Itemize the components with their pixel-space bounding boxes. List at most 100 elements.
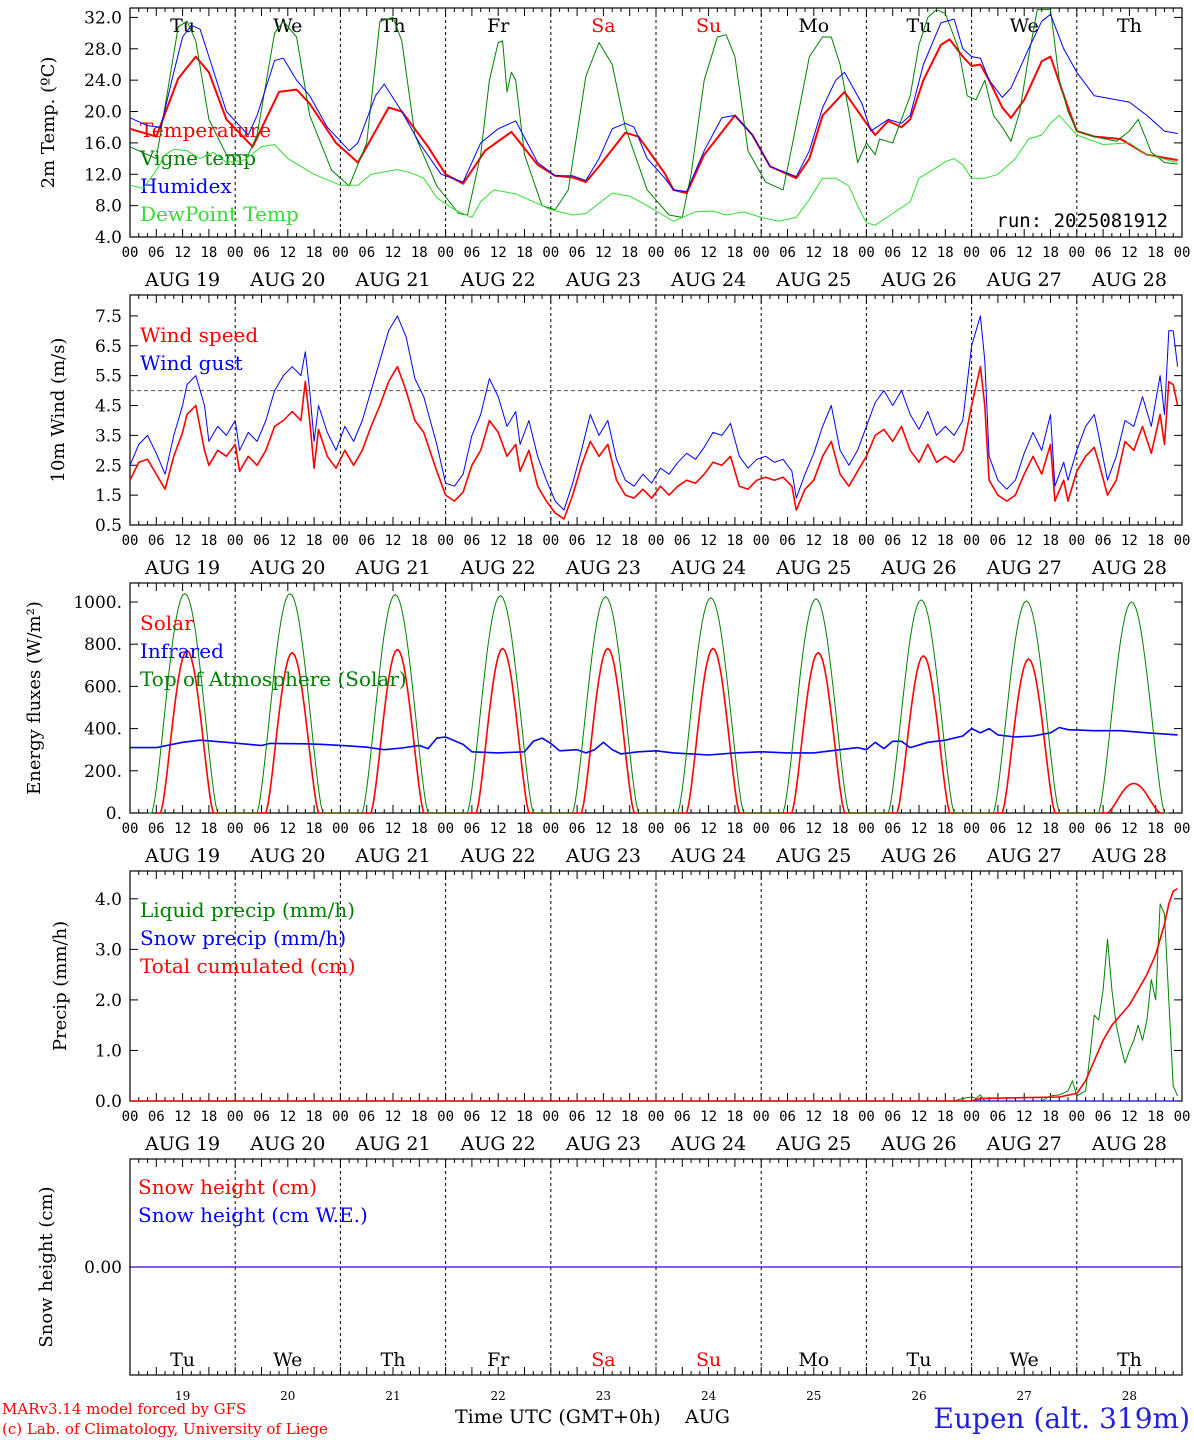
hour-label: 18 <box>937 533 954 549</box>
hour-label: 00 <box>437 533 454 549</box>
series-vigne-temp-line <box>129 9 1178 218</box>
hour-label: 06 <box>674 1109 691 1125</box>
hour-label: 00 <box>122 245 139 261</box>
hour-label: 18 <box>621 533 638 549</box>
series-snow-precip-mm-h-legend: Snow precip (mm/h) <box>140 926 346 950</box>
hour-label: 00 <box>1068 821 1085 837</box>
hour-label: 12 <box>1121 245 1138 261</box>
date-label: AUG 22 <box>460 269 536 291</box>
hour-label: 18 <box>1042 821 1059 837</box>
day-number-label: 27 <box>1017 1389 1032 1403</box>
hour-label: 12 <box>174 245 191 261</box>
y-tick-label: 0.5 <box>95 516 122 536</box>
hour-label: 06 <box>779 821 796 837</box>
hour-label: 18 <box>411 821 428 837</box>
hour-label: 12 <box>174 821 191 837</box>
day-number-label: 28 <box>1122 1389 1137 1403</box>
hour-label: 12 <box>805 245 822 261</box>
hour-label: 18 <box>1042 245 1059 261</box>
y-axis-label: Precip (mm/h) <box>50 921 71 1051</box>
hour-label: 12 <box>279 821 296 837</box>
y-tick-label: 600. <box>84 677 122 697</box>
weekday-label: Fr <box>487 15 510 37</box>
hour-label: 00 <box>1174 821 1191 837</box>
date-label: AUG 25 <box>775 557 851 579</box>
weekday-label: Tu <box>170 15 195 37</box>
hour-label: 12 <box>911 245 928 261</box>
hour-label: 12 <box>279 533 296 549</box>
y-tick-label: 4.0 <box>95 228 122 248</box>
y-tick-label: 2.5 <box>95 456 122 476</box>
hour-label: 00 <box>437 821 454 837</box>
hour-label: 00 <box>858 1109 875 1125</box>
hour-label: 06 <box>779 533 796 549</box>
hour-label: 06 <box>463 821 480 837</box>
weekday-label: Th <box>1117 1349 1142 1371</box>
hour-label: 12 <box>1016 1109 1033 1125</box>
date-label: AUG 28 <box>1091 845 1167 867</box>
hour-label: 18 <box>621 245 638 261</box>
hour-label: 18 <box>200 533 217 549</box>
day-number-label: 21 <box>385 1389 400 1403</box>
date-label: AUG 23 <box>565 269 641 291</box>
hour-label: 00 <box>753 245 770 261</box>
date-label: AUG 26 <box>880 557 956 579</box>
hour-label: 06 <box>779 1109 796 1125</box>
date-label: AUG 21 <box>354 845 430 867</box>
x-axis-title: Time UTC (GMT+0h) <box>455 1406 661 1428</box>
date-label: AUG 19 <box>144 1133 220 1155</box>
weekday-label: Mo <box>798 15 829 37</box>
y-tick-label: 4.5 <box>95 397 122 417</box>
hour-label: 18 <box>516 245 533 261</box>
y-tick-label: 400. <box>84 720 122 740</box>
hour-label: 18 <box>726 533 743 549</box>
hour-label: 00 <box>858 245 875 261</box>
date-label: AUG 28 <box>1091 1133 1167 1155</box>
hour-label: 00 <box>542 245 559 261</box>
hour-label: 12 <box>279 1109 296 1125</box>
hour-label: 06 <box>989 533 1006 549</box>
hour-label: 06 <box>148 533 165 549</box>
series-wind-gust-legend: Wind gust <box>140 351 243 375</box>
hour-label: 12 <box>385 533 402 549</box>
hour-label: 18 <box>1042 533 1059 549</box>
hour-label: 12 <box>911 1109 928 1125</box>
series-solar-legend: Solar <box>140 611 194 635</box>
hour-label: 06 <box>253 533 270 549</box>
hour-label: 06 <box>884 245 901 261</box>
weekday-label: Mo <box>798 1349 829 1371</box>
y-tick-label: 2.0 <box>95 991 122 1011</box>
weekday-label: Fr <box>487 1349 510 1371</box>
hour-label: 12 <box>1016 533 1033 549</box>
hour-label: 00 <box>963 821 980 837</box>
series-dewpoint-temp-line <box>129 114 1178 226</box>
date-label: AUG 24 <box>670 269 746 291</box>
date-label: AUG 22 <box>460 845 536 867</box>
y-tick-label: 0.0 <box>95 1092 122 1112</box>
date-label: AUG 22 <box>460 557 536 579</box>
date-label: AUG 20 <box>249 557 325 579</box>
hour-label: 18 <box>411 1109 428 1125</box>
hour-label: 00 <box>648 245 665 261</box>
hour-label: 06 <box>1095 1109 1112 1125</box>
hour-label: 18 <box>516 533 533 549</box>
hour-label: 12 <box>490 245 507 261</box>
hour-label: 18 <box>200 821 217 837</box>
hour-label: 00 <box>332 821 349 837</box>
day-number-label: 24 <box>701 1389 717 1403</box>
y-tick-label: 6.5 <box>95 337 122 357</box>
y-tick-label: 200. <box>84 762 122 782</box>
y-tick-label: 3.0 <box>95 940 122 960</box>
y-tick-label: 4.0 <box>95 890 122 910</box>
series-liquid-precip-mm-h-legend: Liquid precip (mm/h) <box>140 898 355 922</box>
hour-label: 12 <box>174 533 191 549</box>
weekday-label: Th <box>381 15 406 37</box>
series-wind-speed-line <box>129 365 1179 520</box>
date-label: AUG 27 <box>986 1133 1062 1155</box>
hour-label: 18 <box>937 1109 954 1125</box>
hour-label: 06 <box>779 245 796 261</box>
weekday-label: Su <box>696 1349 721 1371</box>
y-axis-label: 2m Temp. (ºC) <box>38 57 59 189</box>
hour-label: 12 <box>385 821 402 837</box>
date-label: AUG 27 <box>986 269 1062 291</box>
